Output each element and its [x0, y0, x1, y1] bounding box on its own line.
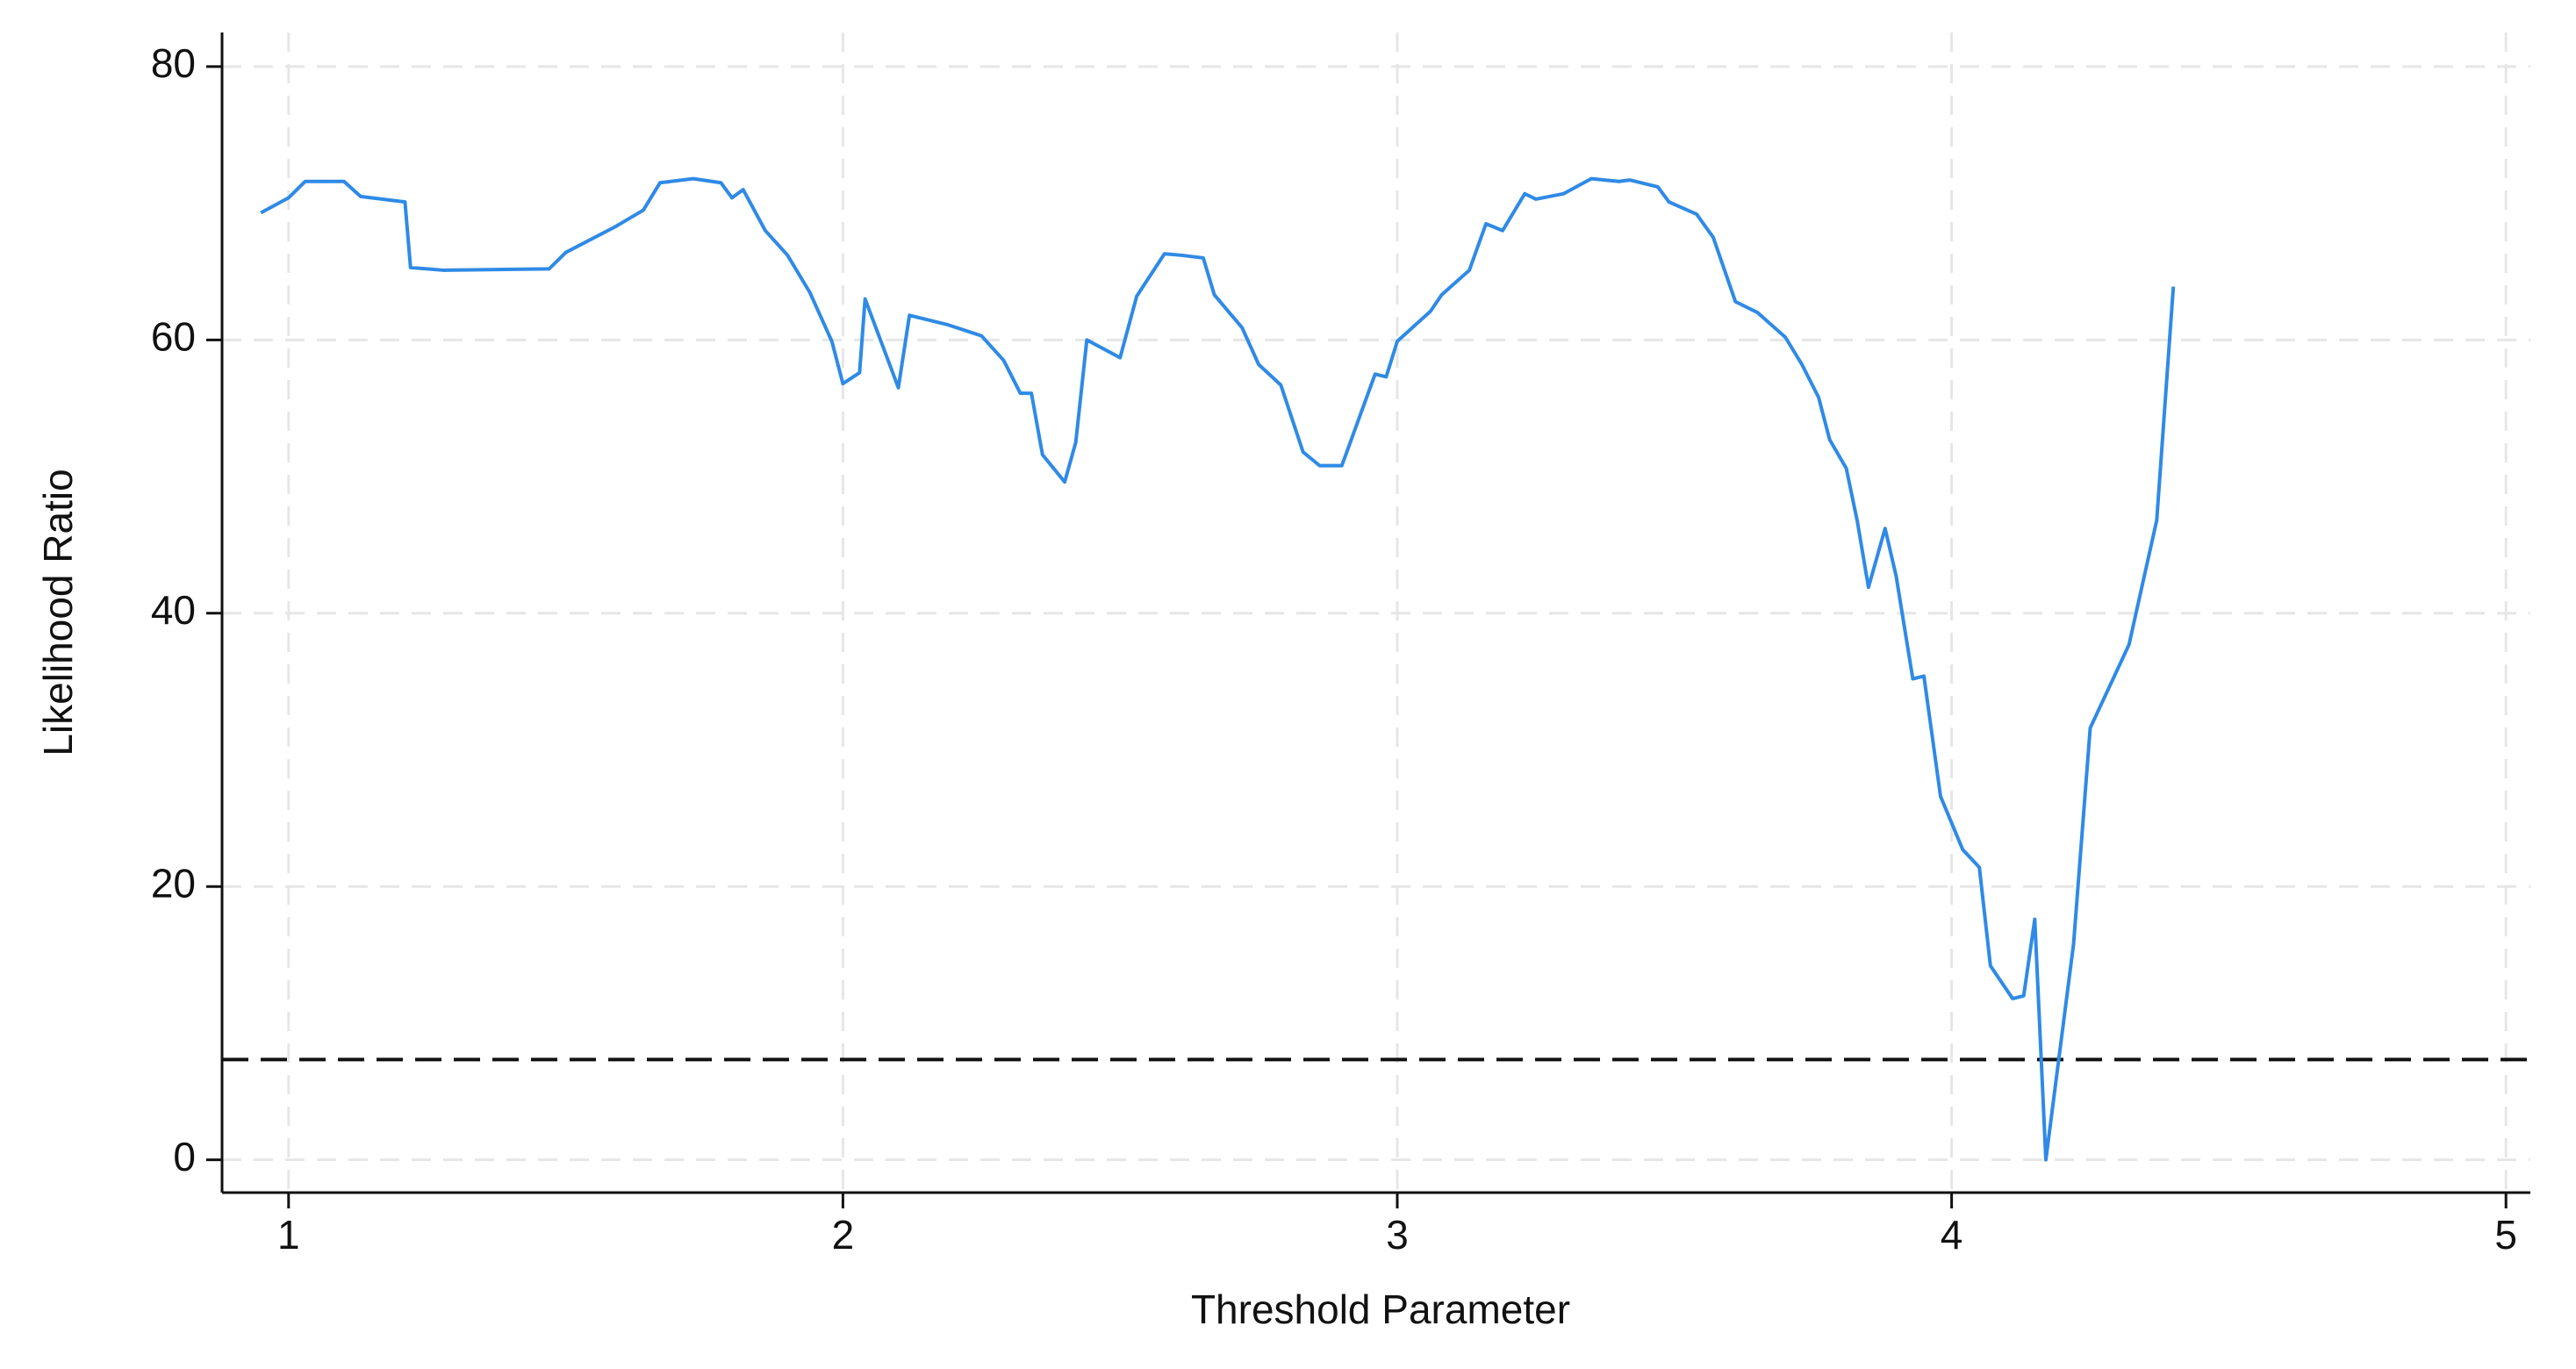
x-tick-label: 4	[1941, 1212, 1963, 1258]
x-tick-label: 3	[1386, 1212, 1409, 1258]
x-tick-label: 5	[2494, 1212, 2517, 1258]
y-tick-label: 80	[151, 40, 196, 86]
y-axis-title: Likelihood Ratio	[35, 469, 81, 756]
data-line	[260, 176, 2176, 1162]
y-tick-label: 0	[173, 1134, 196, 1179]
y-tick-label: 40	[151, 587, 196, 633]
y-tick-label: 60	[151, 314, 196, 360]
x-tick-label: 2	[832, 1212, 855, 1258]
x-axis-title: Threshold Parameter	[1191, 1287, 1570, 1332]
y-tick-label: 20	[151, 860, 196, 906]
x-tick-label: 1	[277, 1212, 300, 1258]
